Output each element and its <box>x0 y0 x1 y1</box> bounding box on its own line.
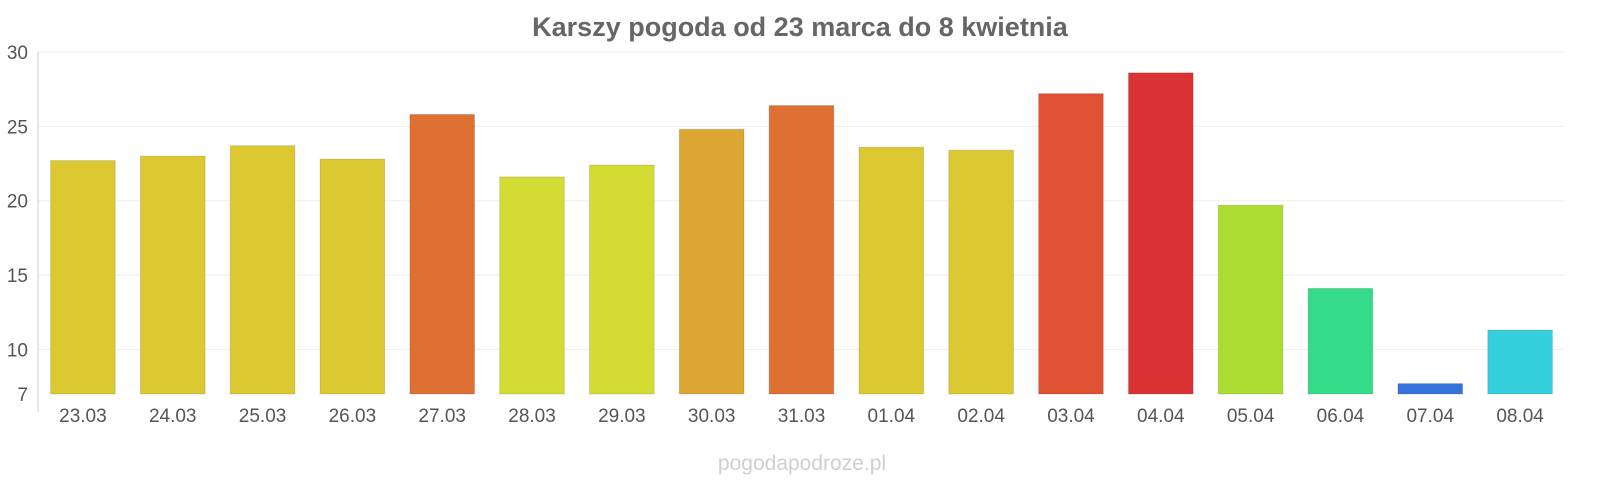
bar-06.04 <box>1307 287 1374 395</box>
x-axis-ticks: 23.03 24.03 25.03 26.03 27.03 28.03 29.03 30.03… <box>59 406 1544 427</box>
x-tick-label: 03.04 <box>1047 406 1095 427</box>
x-tick-label: 06.04 <box>1317 406 1365 427</box>
bar-28.03 <box>499 176 565 395</box>
x-tick-label: 24.03 <box>149 406 197 427</box>
x-tick-label: 05.04 <box>1227 406 1275 427</box>
x-tick-label: 07.04 <box>1406 406 1454 427</box>
chart-title: Karszy pogoda od 23 marca do 8 kwietnia <box>532 12 1069 42</box>
watermark-text: pogodapodroze.pl <box>718 452 886 475</box>
bar-31.03 <box>768 105 835 395</box>
y-tick-label: 10 <box>7 340 28 361</box>
x-tick-label: 31.03 <box>778 406 826 427</box>
x-tick-label: 27.03 <box>418 406 466 427</box>
bars-group <box>50 72 1553 395</box>
x-tick-label: 30.03 <box>688 406 736 427</box>
bar-30.03 <box>678 128 745 395</box>
x-tick-label: 01.04 <box>868 406 916 427</box>
y-tick-label: 30 <box>7 43 28 64</box>
bar-02.04 <box>948 149 1014 395</box>
bar-23.03 <box>50 160 116 395</box>
y-tick-label: 7 <box>17 385 28 406</box>
x-tick-label: 08.04 <box>1496 406 1544 427</box>
x-tick-label: 26.03 <box>329 406 377 427</box>
x-tick-label: 04.04 <box>1137 406 1185 427</box>
bar-24.03 <box>139 155 206 395</box>
y-tick-label: 15 <box>7 266 28 287</box>
bar-04.04 <box>1127 72 1194 395</box>
bar-08.04 <box>1487 329 1553 395</box>
bar-05.04 <box>1217 204 1284 395</box>
x-tick-label: 28.03 <box>508 406 556 427</box>
y-tick-label: 20 <box>7 192 28 213</box>
x-tick-label: 02.04 <box>957 406 1005 427</box>
bar-29.03 <box>589 164 655 395</box>
x-tick-label: 25.03 <box>239 406 287 427</box>
y-axis-ticks: 7 10 15 20 25 30 <box>7 43 28 406</box>
x-tick-label: 23.03 <box>59 406 107 427</box>
bar-25.03 <box>229 145 296 395</box>
bar-03.04 <box>1038 93 1104 395</box>
bar-27.03 <box>409 113 476 395</box>
bar-07.04 <box>1397 383 1464 395</box>
bar-26.03 <box>319 158 386 395</box>
bar-01.04 <box>858 146 925 395</box>
y-tick-label: 25 <box>7 117 28 138</box>
x-tick-label: 29.03 <box>598 406 646 427</box>
